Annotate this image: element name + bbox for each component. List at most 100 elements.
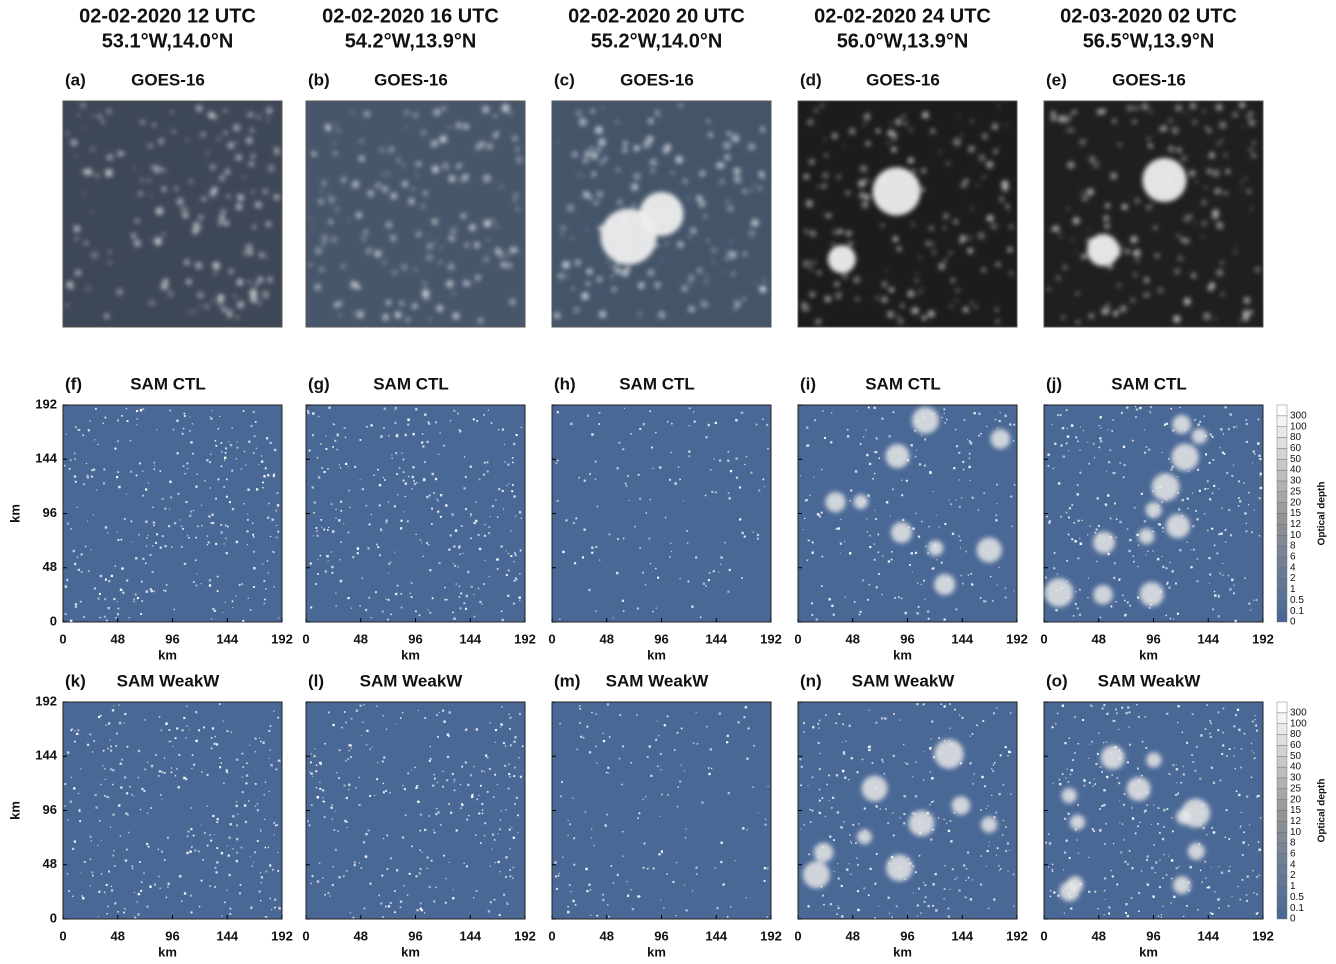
cloud-pixel — [708, 572, 711, 574]
cloud-pixel — [344, 819, 347, 823]
cloud-speck — [1046, 286, 1051, 292]
colorbar-swatch — [1276, 480, 1288, 493]
cloud-speck — [463, 123, 470, 130]
cloud-speck — [512, 197, 517, 202]
cloud-pixel — [958, 535, 961, 538]
cloud-speck — [486, 238, 490, 242]
cloud-pixel — [943, 412, 945, 415]
cloud-pixel — [182, 465, 185, 468]
cloud-pixel — [842, 723, 845, 726]
cloud-speck — [212, 262, 219, 268]
cloud-speck — [392, 270, 397, 275]
x-tick-label: 192 — [514, 631, 536, 646]
cloud-pixel — [996, 847, 999, 850]
cloud-speck — [751, 218, 759, 227]
cloud-pixel — [1061, 704, 1065, 707]
cloud-speck — [703, 302, 709, 308]
cloud-pixel — [220, 531, 223, 534]
cloud-pixel — [74, 458, 76, 460]
cloud-speck — [894, 118, 902, 126]
cloud-pixel — [78, 810, 81, 812]
cloud-pixel — [380, 529, 383, 532]
cloud-cluster — [1044, 578, 1074, 608]
cloud-pixel — [570, 891, 572, 893]
cloud-speck — [593, 200, 600, 206]
cloud-speck — [94, 172, 100, 178]
cloud-speck — [695, 195, 703, 202]
cloud-pixel — [818, 788, 821, 791]
cloud-cluster — [927, 540, 944, 556]
cloud-pixel — [273, 821, 276, 824]
cloud-pixel — [807, 905, 810, 908]
cloud-pixel — [232, 848, 234, 850]
cloud-pixel — [1196, 580, 1199, 583]
cloud-pixel — [720, 556, 723, 559]
cloud-speck — [1103, 215, 1110, 222]
cloud-speck — [962, 306, 969, 313]
cloud-speck — [1176, 147, 1182, 153]
cloud-speck — [140, 120, 145, 125]
x-tick-label: 144 — [1197, 631, 1219, 646]
cloud-pixel — [385, 728, 388, 730]
cloud-pixel — [1163, 423, 1167, 426]
cloud-pixel — [76, 732, 79, 736]
colorbar-tick-label: 12 — [1290, 816, 1302, 827]
cloud-pixel — [436, 714, 438, 716]
cloud-pixel — [185, 778, 188, 781]
cloud-pixel — [818, 515, 822, 518]
cloud-pixel — [680, 764, 683, 766]
cloud-pixel — [64, 585, 68, 588]
cloud-pixel — [462, 552, 464, 554]
panel-title: GOES-16 — [1112, 70, 1186, 89]
cloud-pixel — [442, 770, 444, 773]
cloud-pixel — [517, 814, 519, 817]
cloud-pixel — [385, 789, 388, 792]
cloud-pixel — [685, 828, 687, 830]
cloud-pixel — [820, 511, 823, 514]
cloud-pixel — [414, 610, 417, 613]
cloud-pixel — [135, 410, 139, 413]
cloud-speck — [688, 305, 695, 313]
cloud-pixel — [359, 479, 361, 481]
cloud-speck — [822, 184, 827, 188]
cloud-speck — [170, 130, 173, 133]
cloud-pixel — [944, 523, 947, 526]
cloud-pixel — [170, 740, 172, 743]
cloud-speck — [236, 278, 244, 286]
cloud-speck — [363, 110, 371, 118]
cloud-pixel — [136, 418, 138, 420]
cloud-speck — [912, 307, 919, 314]
cloud-pixel — [461, 525, 464, 527]
panel-image — [305, 701, 526, 920]
cloud-pixel — [1162, 877, 1164, 879]
cloud-pixel — [231, 600, 234, 603]
cloud-speck — [500, 261, 507, 268]
cloud-speck — [248, 160, 255, 168]
cloud-pixel — [336, 433, 339, 435]
colorbar-swatch — [1276, 821, 1288, 833]
cloud-speck — [753, 183, 756, 186]
cloud-pixel — [839, 552, 841, 554]
cloud-pixel — [89, 885, 91, 887]
cloud-speck — [914, 278, 919, 283]
cloud-pixel — [429, 611, 432, 614]
cloud-pixel — [134, 593, 137, 596]
cloud-pixel — [185, 737, 187, 739]
cloud-pixel — [873, 472, 876, 475]
cloud-pixel — [634, 525, 636, 528]
cloud-pixel — [1098, 425, 1100, 427]
cloud-speck — [586, 268, 594, 276]
cloud-pixel — [1104, 898, 1106, 900]
cloud-pixel — [1054, 722, 1057, 725]
cloud-pixel — [268, 502, 270, 505]
cloud-pixel — [852, 823, 855, 826]
colorbar-swatch — [1276, 766, 1288, 779]
cloud-pixel — [1250, 776, 1253, 778]
cloud-speck — [74, 237, 79, 241]
cloud-pixel — [1093, 830, 1095, 832]
cloud-pixel — [366, 729, 369, 732]
cloud-speck — [363, 229, 369, 235]
panel-label: (h) — [554, 374, 576, 393]
cloud-pixel — [693, 420, 696, 423]
cloud-pixel — [1119, 462, 1122, 464]
